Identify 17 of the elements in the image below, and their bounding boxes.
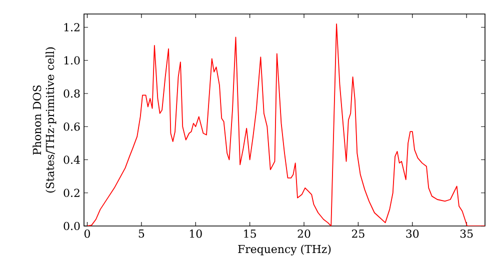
y-tick-label: 0.0 <box>64 222 80 230</box>
y-tick-label: 1.2 <box>64 23 80 32</box>
x-tick-label: 25 <box>352 230 364 238</box>
y-tick-label: 0.2 <box>64 188 80 198</box>
y-axis-title: Phonon DOS (States/THz·primitive cell) <box>32 47 56 193</box>
x-tick-label: 30 <box>406 230 419 238</box>
x-tick-label: 10 <box>190 230 202 238</box>
x-tick-label: 20 <box>298 230 310 238</box>
x-tick-label: 0 <box>84 230 90 238</box>
y-tick-label: 0.4 <box>64 156 80 164</box>
x-tick-label: 5 <box>138 230 144 238</box>
x-tick-label: 35 <box>460 230 473 238</box>
x-tick-label: 15 <box>244 230 256 238</box>
y-tick-label: 0.8 <box>64 89 80 98</box>
y-tick-label: 1.0 <box>64 56 80 65</box>
y-tick-label: 0.6 <box>64 122 80 131</box>
x-axis-title: Frequency (THz) <box>238 244 331 256</box>
